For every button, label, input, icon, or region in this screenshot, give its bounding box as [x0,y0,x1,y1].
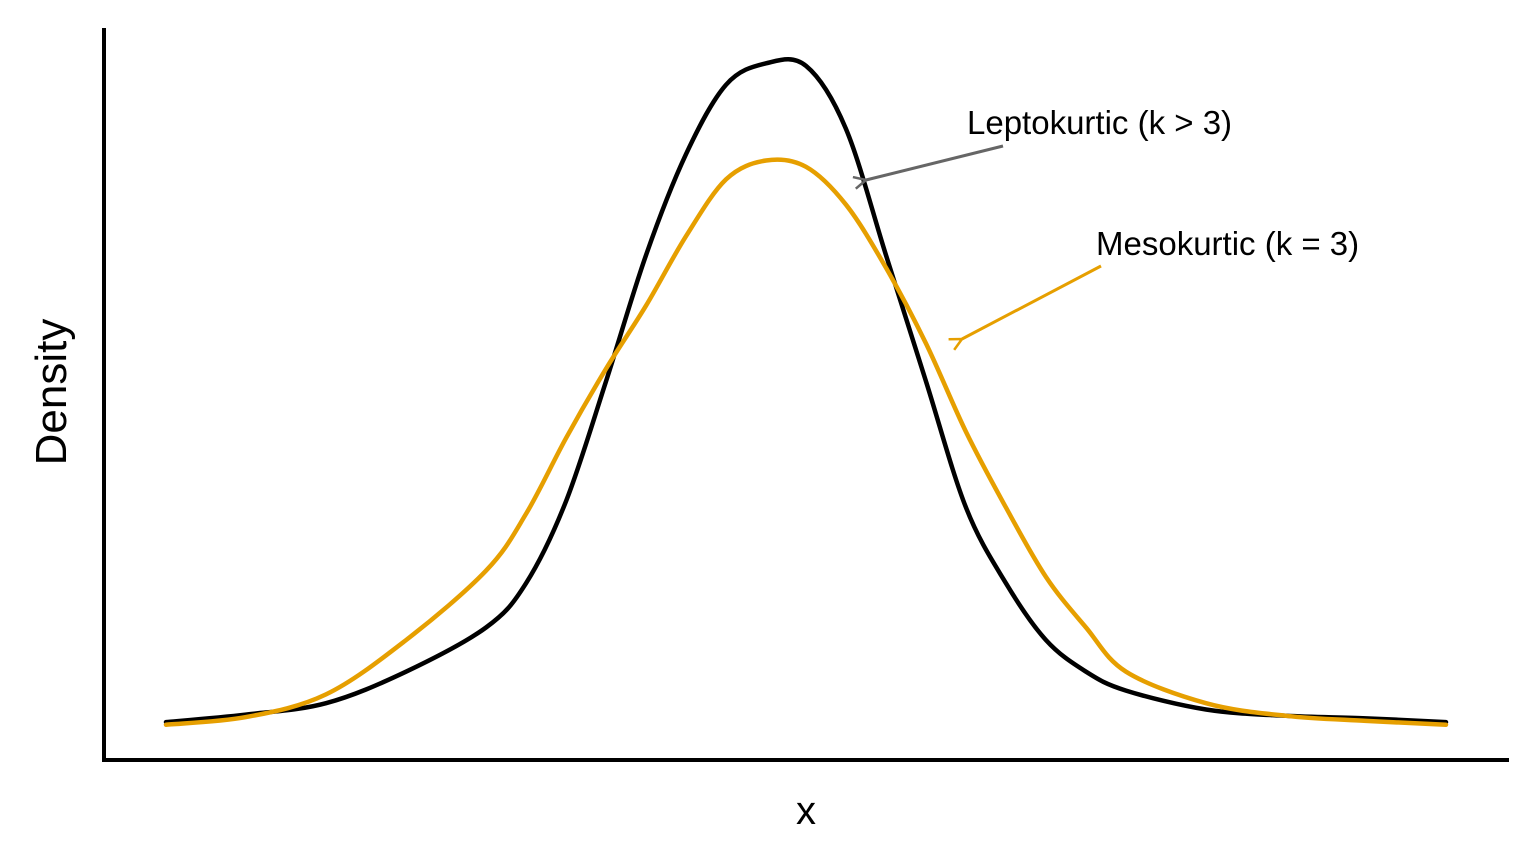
x-axis-label: x [796,789,816,833]
annotation-layer: Leptokurtic (k > 3) Mesokurtic (k = 3) [866,104,1359,339]
leptokurtic-curve [163,57,1449,725]
mesokurtic-arrow [962,264,1102,339]
series-layer [163,57,1449,727]
y-axis-label: Density [27,319,76,466]
leptokurtic-arrow [866,144,1004,180]
mesokurtic-annotation: Mesokurtic (k = 3) [1096,225,1359,262]
leptokurtic-annotation: Leptokurtic (k > 3) [967,104,1232,141]
mesokurtic-curve [163,157,1449,727]
